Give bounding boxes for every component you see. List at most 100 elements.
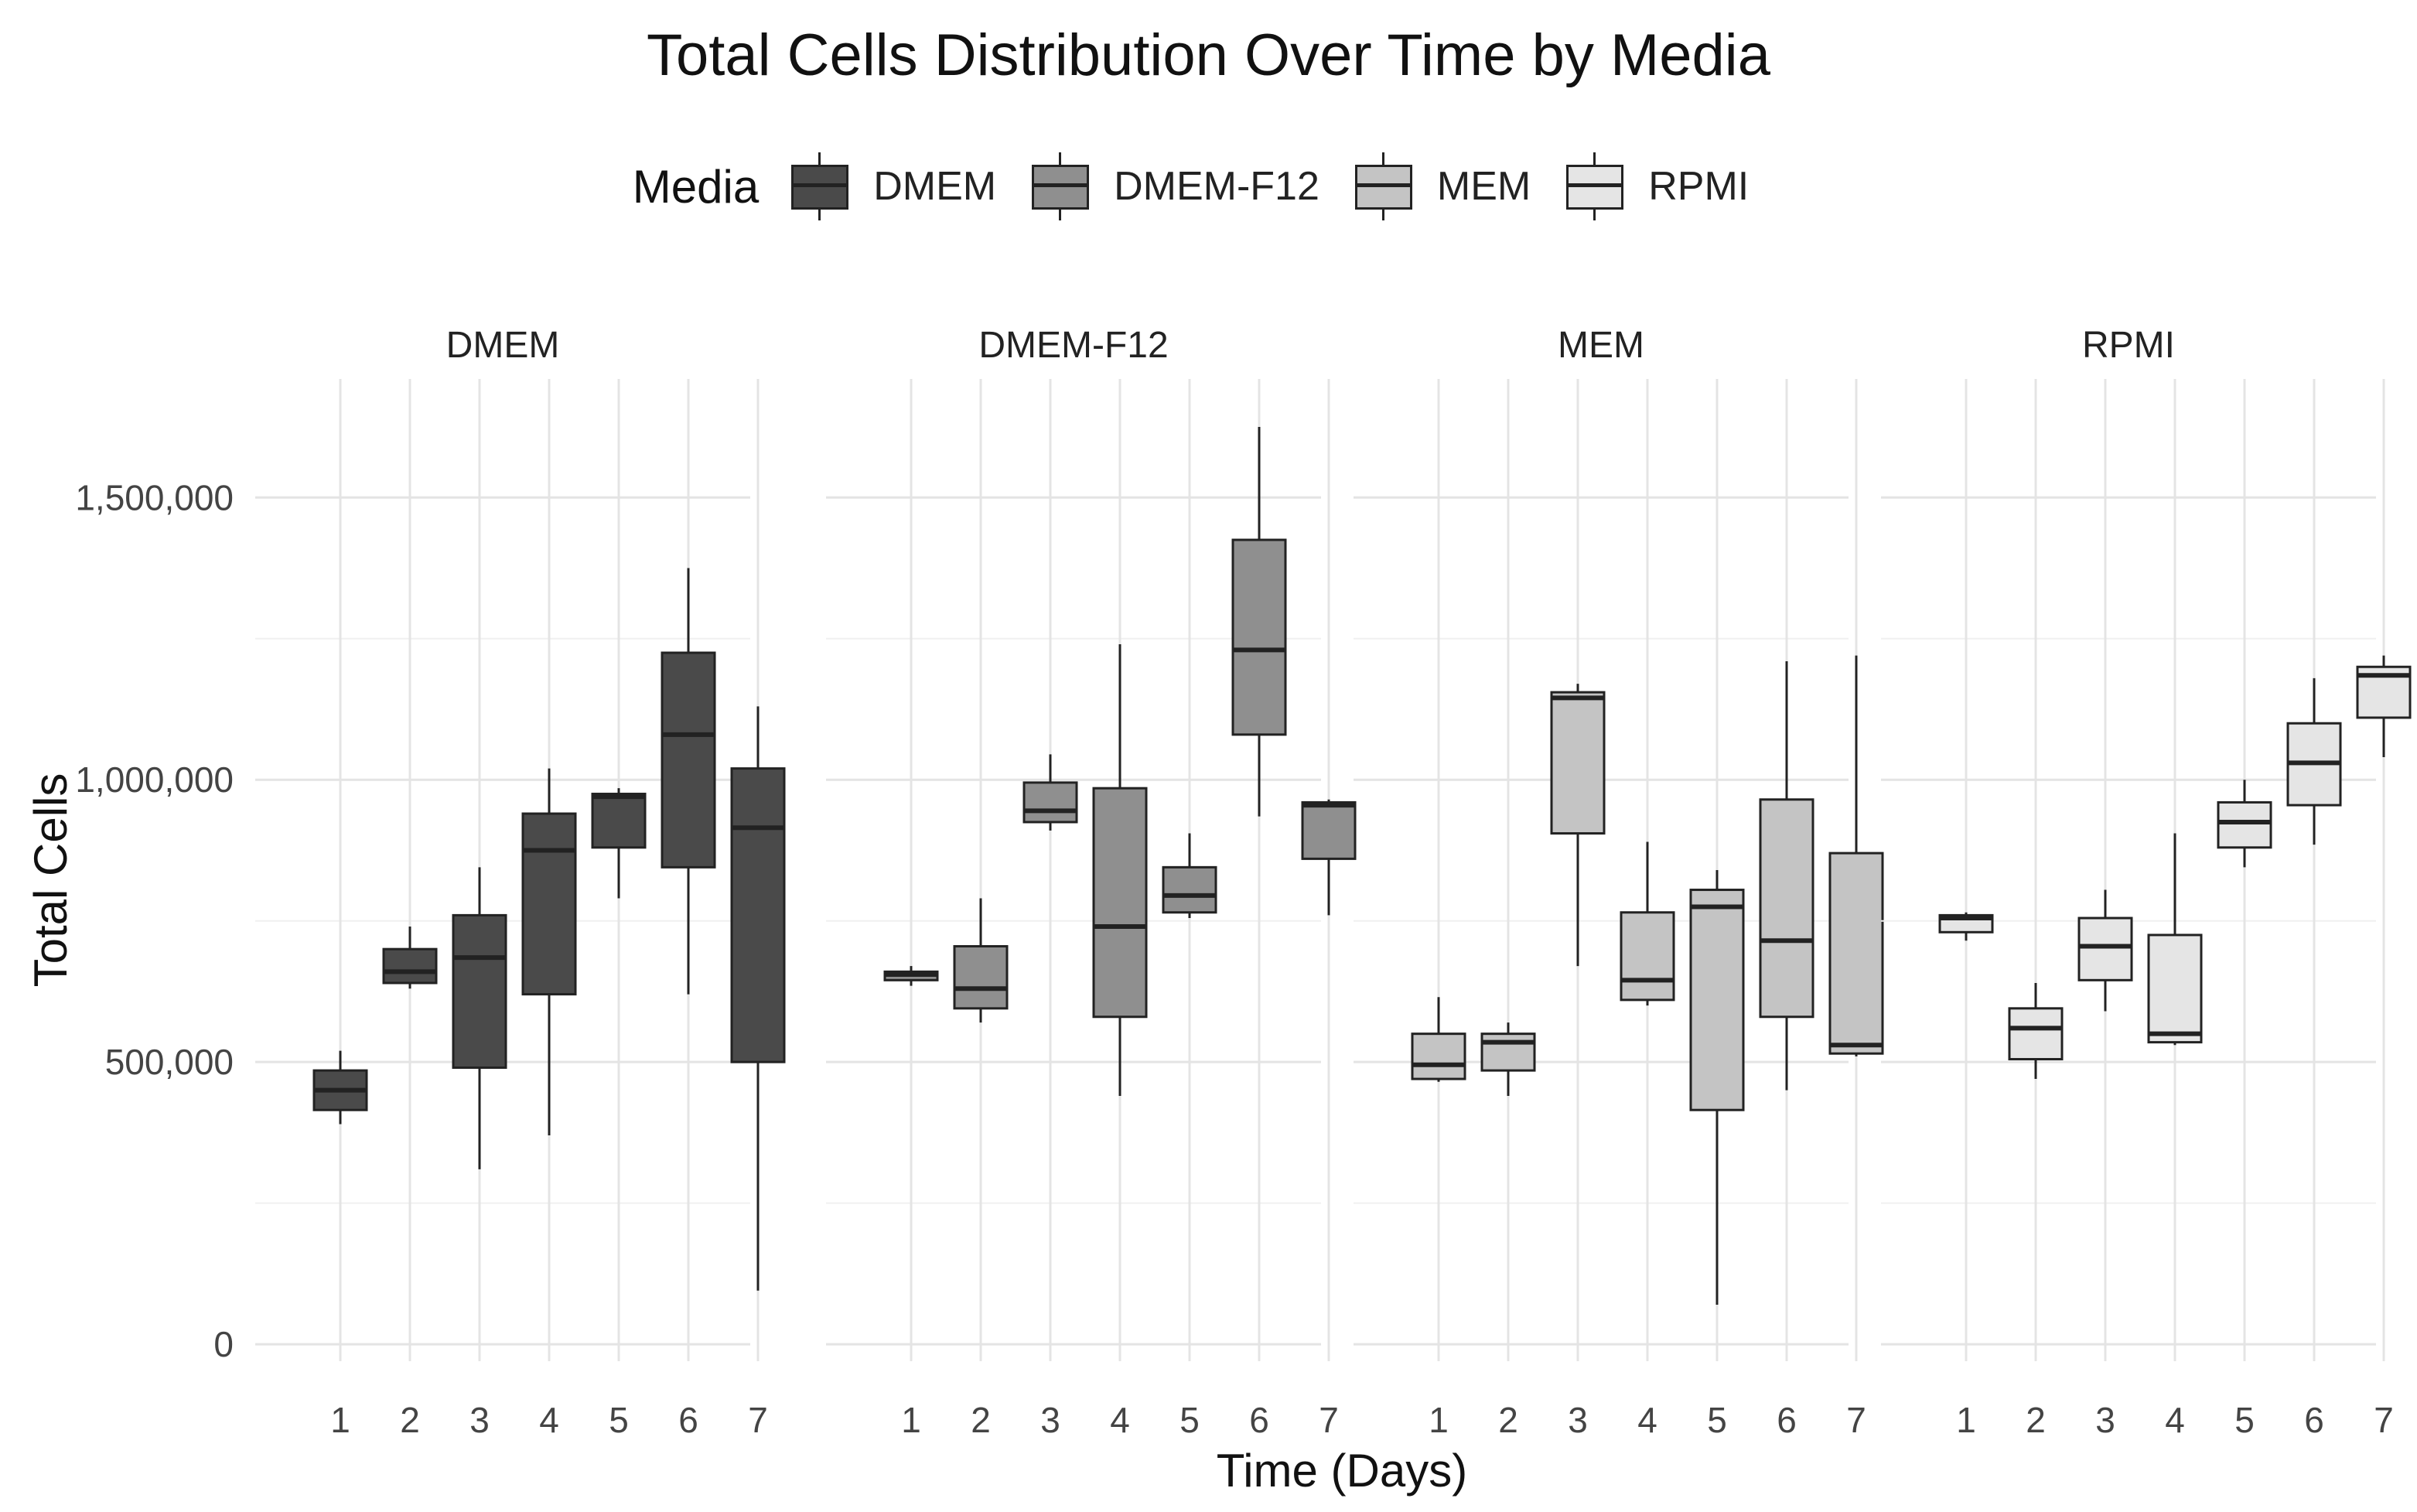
x-tick-label: 4: [2165, 1400, 2185, 1440]
box-iqr: [1480, 1032, 1536, 1072]
box-iqr: [382, 947, 438, 985]
box-iqr: [1231, 538, 1287, 736]
x-tick-label: 3: [1040, 1400, 1060, 1440]
x-tick-label: 7: [748, 1400, 768, 1440]
box-DMEM-day-5: [591, 788, 647, 899]
box-iqr: [953, 945, 1009, 1010]
x-tick-label: 4: [1110, 1400, 1130, 1440]
x-tick-label: 1: [1956, 1400, 1976, 1440]
legend: Media DMEM DMEM-F12 MEM RPMI: [0, 152, 2417, 221]
box-DMEM-F12-day-4: [1092, 644, 1148, 1096]
box-DMEM-day-3: [452, 867, 507, 1169]
box-RPMI-day-5: [2217, 780, 2272, 868]
box-iqr: [1092, 787, 1148, 1019]
x-axis-title: Time (Days): [1217, 1445, 1467, 1497]
x-tick-label: 1: [1429, 1400, 1449, 1440]
legend-label: MEM: [1436, 164, 1531, 209]
y-tick-label: 500,000: [105, 1042, 234, 1082]
x-tick-label: 3: [2095, 1400, 2115, 1440]
box-MEM-day-7: [1828, 655, 1884, 1056]
facet-title: RPMI: [2082, 325, 2175, 366]
box-DMEM-F12-day-7: [1301, 799, 1357, 916]
box-RPMI-day-4: [2147, 833, 2203, 1046]
x-tick-label: 7: [1846, 1400, 1866, 1440]
chart-title: Total Cells Distribution Over Time by Me…: [647, 22, 1770, 88]
x-tick-label: 5: [609, 1400, 629, 1440]
legend-label: DMEM-F12: [1114, 164, 1319, 209]
x-tick-label: 2: [400, 1400, 420, 1440]
box-RPMI-day-1: [1938, 912, 1994, 941]
x-tick-label: 5: [1707, 1400, 1727, 1440]
x-tick-label: 2: [1498, 1400, 1518, 1440]
box-iqr: [1550, 691, 1606, 835]
box-MEM-day-1: [1411, 997, 1466, 1082]
x-tick-label: 5: [1179, 1400, 1200, 1440]
box-DMEM-F12-day-5: [1162, 833, 1217, 919]
x-tick-label: 6: [2304, 1400, 2324, 1440]
facet-title: DMEM-F12: [978, 325, 1168, 366]
box-iqr: [591, 792, 647, 849]
box-iqr: [452, 913, 507, 1069]
box-iqr: [1620, 911, 1675, 1002]
box-RPMI-day-3: [2077, 889, 2133, 1012]
box-DMEM-F12-day-6: [1231, 427, 1287, 817]
box-MEM-day-6: [1759, 660, 1814, 1090]
box-iqr: [1759, 798, 1814, 1019]
x-tick-label: 6: [678, 1400, 698, 1440]
x-tick-label: 2: [971, 1400, 991, 1440]
box-RPMI-day-6: [2286, 677, 2342, 845]
facet-title: MEM: [1558, 325, 1644, 366]
legend-label: DMEM: [873, 164, 997, 209]
y-tick-label: 1,500,000: [75, 477, 234, 517]
legend-key: [1032, 152, 1090, 220]
box-RPMI-day-2: [2008, 982, 2064, 1080]
y-tick-label: 1,000,000: [75, 759, 234, 800]
box-MEM-day-2: [1480, 1022, 1536, 1096]
facet-title: DMEM: [446, 325, 560, 366]
x-tick-label: 6: [1249, 1400, 1269, 1440]
x-tick-label: 4: [1637, 1400, 1657, 1440]
box-DMEM-day-6: [661, 568, 716, 995]
y-tick-label: 0: [213, 1324, 234, 1364]
x-tick-label: 5: [2234, 1400, 2255, 1440]
box-iqr: [1828, 852, 1884, 1055]
box-DMEM-F12-day-1: [883, 966, 939, 986]
legend-key: [791, 152, 849, 220]
legend-item: DMEM-F12: [1032, 152, 1319, 220]
box-MEM-day-3: [1550, 684, 1606, 967]
box-iqr: [1022, 781, 1078, 824]
box-DMEM-F12-day-2: [953, 898, 1009, 1023]
x-tick-label: 3: [1568, 1400, 1588, 1440]
x-tick-label: 2: [2026, 1400, 2046, 1440]
box-DMEM-day-7: [730, 706, 786, 1291]
x-tick-label: 7: [1319, 1400, 1339, 1440]
box-iqr: [1411, 1032, 1466, 1080]
x-tick-label: 3: [469, 1400, 490, 1440]
legend-key: [1354, 152, 1412, 220]
box-MEM-day-4: [1620, 841, 1675, 1006]
box-iqr: [2217, 800, 2272, 849]
box-RPMI-day-7: [2356, 655, 2412, 758]
legend-key: [1566, 152, 1624, 220]
legend-label: RPMI: [1648, 164, 1750, 209]
x-tick-label: 1: [901, 1400, 921, 1440]
box-iqr: [730, 767, 786, 1063]
box-iqr: [2147, 933, 2203, 1044]
box-MEM-day-5: [1689, 870, 1745, 1306]
x-tick-label: 7: [2374, 1400, 2394, 1440]
box-iqr: [661, 651, 716, 869]
box-iqr: [521, 812, 577, 996]
legend-item: MEM: [1354, 152, 1531, 220]
x-tick-label: 4: [539, 1400, 559, 1440]
box-iqr: [1301, 800, 1357, 860]
box-iqr: [1162, 865, 1217, 914]
box-DMEM-day-2: [382, 926, 438, 989]
y-axis-title: Total Cells: [25, 773, 77, 988]
box-iqr: [2008, 1007, 2064, 1061]
x-tick-label: 6: [1777, 1400, 1797, 1440]
legend-title: Media: [632, 160, 760, 213]
box-DMEM-day-4: [521, 768, 577, 1136]
legend-item: DMEM: [791, 152, 996, 220]
